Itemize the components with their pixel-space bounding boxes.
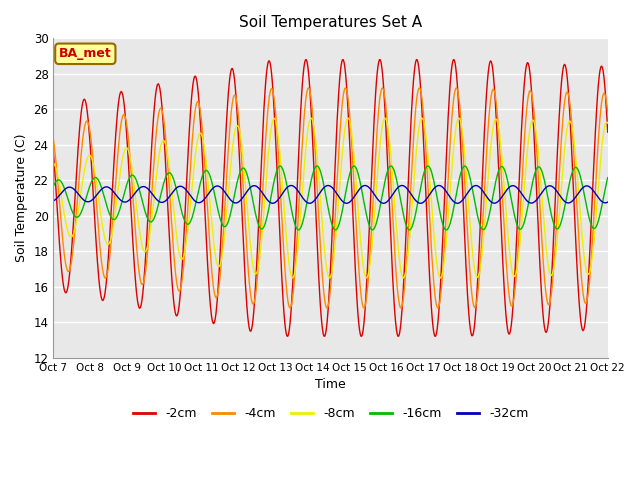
-8cm [49, 160, 57, 166]
-2cm [60, 282, 67, 288]
-8cm [414, 132, 422, 138]
-4cm [604, 109, 612, 115]
Legend: -2cm, -4cm, -8cm, -16cm, -32cm: -2cm, -4cm, -8cm, -16cm, -32cm [127, 402, 534, 425]
-4cm [202, 181, 210, 187]
-16cm [604, 175, 612, 180]
-8cm [116, 168, 124, 174]
-2cm [202, 231, 210, 237]
-16cm [202, 168, 210, 173]
-32cm [202, 194, 210, 200]
-2cm [398, 309, 406, 315]
-8cm [398, 272, 406, 278]
-16cm [295, 227, 303, 233]
-16cm [399, 212, 407, 217]
Line: -2cm: -2cm [53, 60, 608, 336]
-16cm [60, 183, 67, 189]
-32cm [435, 183, 443, 189]
-2cm [450, 57, 458, 62]
-16cm [416, 190, 424, 195]
-4cm [416, 85, 424, 91]
-4cm [116, 125, 124, 131]
-16cm [49, 183, 57, 189]
Line: -4cm: -4cm [53, 88, 608, 308]
Line: -8cm: -8cm [53, 118, 608, 278]
Y-axis label: Soil Temperature (C): Soil Temperature (C) [15, 134, 28, 262]
-32cm [604, 199, 612, 205]
-8cm [436, 275, 444, 281]
-32cm [116, 197, 124, 203]
-2cm [49, 149, 57, 155]
-2cm [116, 89, 124, 95]
-16cm [116, 204, 124, 210]
-4cm [173, 280, 180, 286]
Text: BA_met: BA_met [59, 48, 112, 60]
-16cm [173, 188, 180, 193]
Title: Soil Temperatures Set A: Soil Temperatures Set A [239, 15, 422, 30]
-4cm [60, 244, 67, 250]
-4cm [49, 137, 57, 143]
-8cm [604, 120, 612, 126]
X-axis label: Time: Time [315, 378, 346, 391]
-16cm [276, 163, 284, 169]
-4cm [399, 295, 407, 301]
-2cm [604, 129, 612, 135]
-2cm [414, 60, 422, 66]
-32cm [60, 188, 67, 193]
-2cm [173, 313, 180, 319]
-32cm [49, 198, 57, 204]
-8cm [173, 235, 180, 240]
-8cm [60, 206, 67, 212]
-8cm [202, 159, 210, 165]
Line: -32cm: -32cm [53, 186, 608, 204]
-32cm [398, 183, 406, 189]
-2cm [431, 334, 439, 339]
Line: -16cm: -16cm [53, 166, 608, 230]
-4cm [305, 85, 312, 91]
-4cm [286, 305, 294, 311]
-32cm [454, 201, 461, 206]
-32cm [173, 185, 180, 191]
-32cm [414, 200, 422, 205]
-8cm [455, 115, 463, 121]
